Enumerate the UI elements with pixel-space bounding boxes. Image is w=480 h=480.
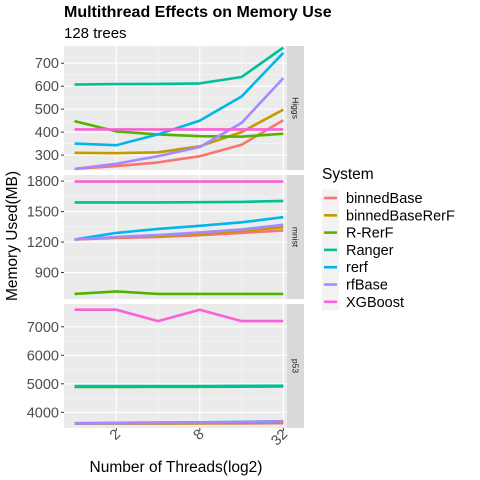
y-tick-label: 400 <box>35 125 59 141</box>
legend-item-binnedbase: binnedBase <box>322 189 423 207</box>
facet-strip-label: p53 <box>291 359 301 373</box>
y-tick-label: 1500 <box>27 205 59 221</box>
series-line-xgboost <box>74 308 284 323</box>
y-tick-label: 900 <box>35 266 59 282</box>
y-axis-title: Memory Used(MB) <box>4 171 21 301</box>
legend-label: binnedBaseRerF <box>346 208 455 224</box>
x-tick-label: 32 <box>268 427 291 450</box>
panel-background <box>64 304 287 428</box>
y-tick-label: 6000 <box>27 348 59 364</box>
y-tick-label: 1200 <box>27 235 59 251</box>
series-line-ranger <box>74 46 285 86</box>
legend-label: R-RerF <box>346 226 394 242</box>
series-line-rerf <box>74 215 284 241</box>
facet-panel-p53: 4000 5000 6000 7000 p53 <box>27 304 304 428</box>
y-tick-label: 600 <box>35 79 59 95</box>
series-line-rfbase <box>74 223 284 241</box>
y-tick-label: 700 <box>35 56 59 72</box>
x-tick-label: 2 <box>107 427 124 444</box>
y-tick-label: 500 <box>35 102 59 118</box>
legend-item-xgboost: XGBoost <box>322 293 404 311</box>
facet-strip <box>287 46 304 170</box>
legend-label: Ranger <box>346 243 394 259</box>
series-line-r-rerf <box>74 290 284 296</box>
series-line-ranger <box>74 199 284 204</box>
legend-item-rfbase: rfBase <box>322 276 388 294</box>
chart-title: Multithread Effects on Memory Use <box>64 4 332 21</box>
facet-panel-higgs: 300 400 500 600 700 Higgs <box>35 46 304 171</box>
y-tick-label: 1800 <box>27 174 59 190</box>
facet-strip <box>287 175 304 299</box>
x-tick-label: 8 <box>191 427 208 444</box>
facet-panel-mnist: 900 1200 1500 1800 mnist <box>27 174 304 299</box>
legend-title: System <box>322 166 374 183</box>
series-line-binnedbase <box>74 119 284 171</box>
y-tick-label: 4000 <box>27 405 59 421</box>
y-tick-label: 300 <box>35 148 59 164</box>
facet-strip-label: Higgs <box>291 97 301 119</box>
legend-item-r-rerf: R-RerF <box>322 224 394 242</box>
facet-panels: 300 400 500 600 700 Higgs 900 1200 1500 1800 mnist… <box>27 46 304 428</box>
legend-item-ranger: Ranger <box>322 241 394 259</box>
legend-label: XGBoost <box>346 295 404 311</box>
chart-subtitle: 128 trees <box>64 25 127 42</box>
series-line-rfbase <box>74 77 285 171</box>
series-line-rfbase <box>74 419 284 425</box>
legend-label: rfBase <box>346 278 388 294</box>
legend-label: rerf <box>346 260 369 276</box>
y-tick-label: 7000 <box>27 320 59 336</box>
facet-strip-label: mnist <box>291 227 301 248</box>
legend-item-rerf: rerf <box>322 258 369 276</box>
series-line-rerf <box>74 52 285 147</box>
legend-label: binnedBase <box>346 191 423 207</box>
facet-strip <box>287 304 304 428</box>
legend-item-binnedbasererf: binnedBaseRerF <box>322 206 455 224</box>
x-axis: 2 8 32 <box>107 427 291 450</box>
x-axis-title: Number of Threads(log2) <box>90 459 263 476</box>
y-tick-label: 5000 <box>27 377 59 393</box>
